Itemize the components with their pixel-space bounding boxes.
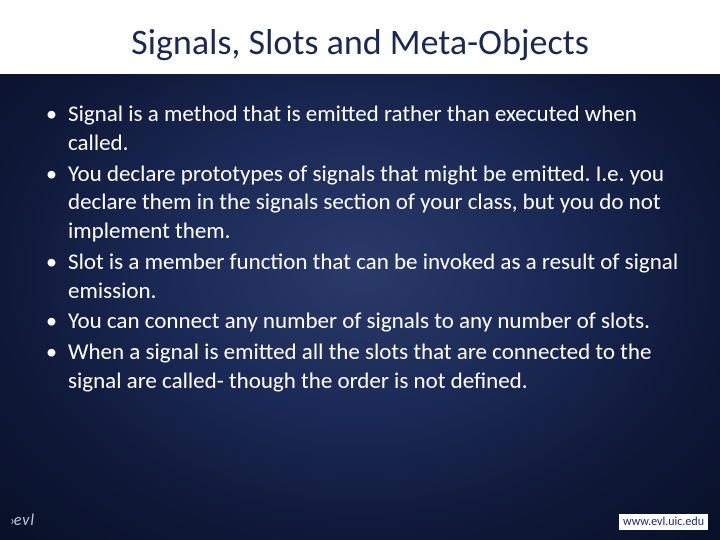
bullet-item: When a signal is emitted all the slots t…	[40, 338, 680, 396]
bullet-item: Signal is a method that is emitted rathe…	[40, 100, 680, 158]
bullet-item: Slot is a member function that can be in…	[40, 248, 680, 306]
bullet-item: You declare prototypes of signals that m…	[40, 160, 680, 246]
bullet-item: You can connect any number of signals to…	[40, 307, 680, 336]
logo-text: evl	[14, 511, 35, 530]
footer-url: www.evl.uic.edu	[619, 514, 708, 530]
slide-content: Signal is a method that is emitted rathe…	[40, 100, 680, 398]
footer-logo: ›evl	[10, 511, 35, 530]
slide-title: Signals, Slots and Meta-Objects	[0, 0, 720, 74]
bullet-list: Signal is a method that is emitted rathe…	[40, 100, 680, 396]
